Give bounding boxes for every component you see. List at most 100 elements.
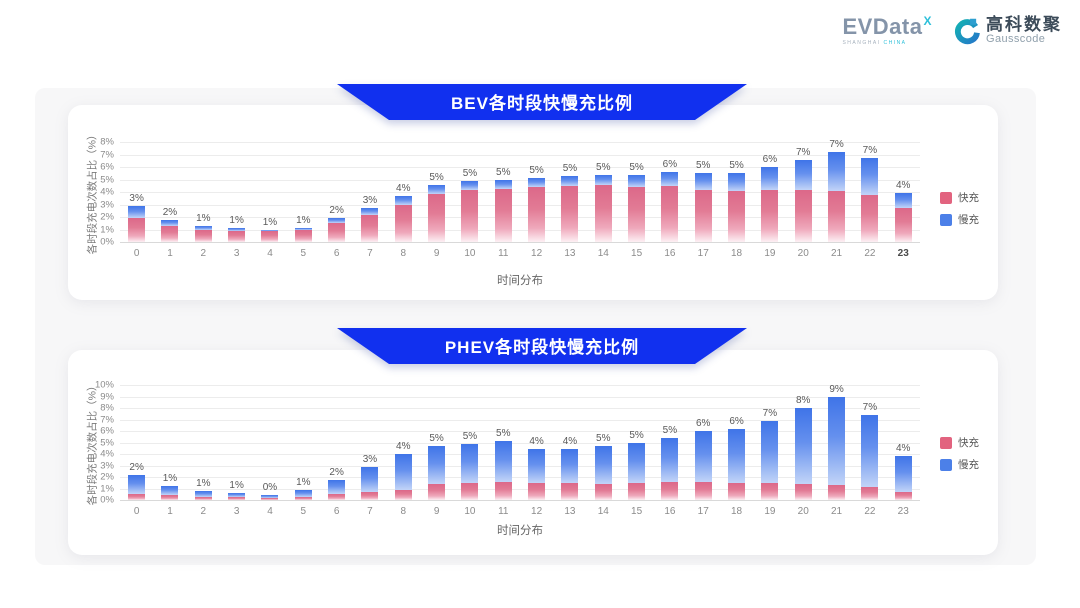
bar-group[interactable]: 4% 23	[887, 385, 920, 517]
bar-group[interactable]: 1% 5	[287, 385, 320, 517]
bar-group[interactable]: 5% 14	[587, 385, 620, 517]
stacked-bar[interactable]	[461, 443, 479, 500]
stacked-bar[interactable]	[394, 196, 412, 242]
stacked-bar[interactable]	[894, 456, 912, 500]
bar-group[interactable]: 6% 18	[720, 385, 753, 517]
bar-segment-fast-charge[interactable]	[461, 482, 479, 500]
stacked-bar[interactable]	[261, 230, 279, 242]
stacked-bar[interactable]	[828, 152, 846, 242]
bar-segment-slow-charge[interactable]	[494, 441, 512, 482]
bar-segment-slow-charge[interactable]	[461, 181, 479, 191]
stacked-bar[interactable]	[628, 174, 646, 242]
bar-group[interactable]: 5% 17	[687, 142, 720, 259]
bar-group[interactable]: 4% 8	[387, 385, 420, 517]
bar-segment-slow-charge[interactable]	[828, 152, 846, 191]
stacked-bar[interactable]	[194, 490, 212, 500]
bar-group[interactable]: 5% 13	[553, 142, 586, 259]
stacked-bar[interactable]	[128, 205, 146, 242]
legend-item-slow-charge[interactable]: 慢充	[940, 457, 979, 472]
bar-segment-fast-charge[interactable]	[461, 190, 479, 242]
bar-segment-fast-charge[interactable]	[494, 188, 512, 242]
bar-segment-fast-charge[interactable]	[428, 193, 446, 242]
bar-segment-fast-charge[interactable]	[628, 482, 646, 500]
bar-group[interactable]: 7% 21	[820, 139, 853, 259]
stacked-bar[interactable]	[494, 441, 512, 500]
bar-segment-slow-charge[interactable]	[161, 219, 179, 226]
stacked-bar[interactable]	[194, 225, 212, 242]
stacked-bar[interactable]	[428, 445, 446, 500]
bar-group[interactable]: 2% 1	[153, 142, 186, 259]
bar-group[interactable]: 1% 3	[220, 142, 253, 259]
bar-group[interactable]: 3% 0	[120, 142, 153, 259]
bar-group[interactable]: 4% 23	[887, 142, 920, 259]
bar-group[interactable]: 7% 20	[787, 142, 820, 259]
bar-group[interactable]: 1% 2	[187, 142, 220, 259]
stacked-bar[interactable]	[528, 177, 546, 242]
stacked-bar[interactable]	[694, 173, 712, 242]
stacked-bar[interactable]	[428, 185, 446, 242]
bar-group[interactable]: 7% 22	[853, 385, 886, 517]
bar-segment-fast-charge[interactable]	[794, 483, 812, 500]
bar-segment-slow-charge[interactable]	[294, 227, 312, 231]
bar-segment-slow-charge[interactable]	[594, 174, 612, 186]
stacked-bar[interactable]	[761, 420, 779, 500]
bar-segment-fast-charge[interactable]	[261, 231, 279, 242]
bar-segment-fast-charge[interactable]	[361, 214, 379, 242]
bar-group[interactable]: 5% 15	[620, 385, 653, 517]
bar-group[interactable]: 5% 11	[487, 385, 520, 517]
bar-segment-fast-charge[interactable]	[561, 482, 579, 500]
stacked-bar[interactable]	[828, 396, 846, 500]
bar-segment-fast-charge[interactable]	[528, 482, 546, 500]
bar-segment-fast-charge[interactable]	[128, 494, 146, 500]
bar-segment-slow-charge[interactable]	[594, 445, 612, 484]
stacked-bar[interactable]	[161, 219, 179, 242]
stacked-bar[interactable]	[861, 158, 879, 242]
bar-group[interactable]: 5% 10	[453, 385, 486, 517]
bar-group[interactable]: 3% 7	[353, 142, 386, 259]
bar-segment-slow-charge[interactable]	[528, 449, 546, 483]
bar-group[interactable]: 7% 22	[853, 142, 886, 259]
bar-segment-fast-charge[interactable]	[828, 485, 846, 500]
bar-segment-fast-charge[interactable]	[194, 229, 212, 242]
bar-segment-fast-charge[interactable]	[861, 194, 879, 242]
bar-segment-slow-charge[interactable]	[228, 492, 246, 497]
bar-segment-fast-charge[interactable]	[528, 187, 546, 242]
bar-segment-fast-charge[interactable]	[728, 190, 746, 242]
bar-group[interactable]: 5% 14	[587, 142, 620, 259]
bar-segment-fast-charge[interactable]	[594, 185, 612, 242]
bar-segment-fast-charge[interactable]	[594, 483, 612, 500]
bar-segment-fast-charge[interactable]	[294, 496, 312, 500]
bar-group[interactable]: 5% 10	[453, 142, 486, 259]
bar-segment-slow-charge[interactable]	[794, 408, 812, 484]
bar-segment-fast-charge[interactable]	[761, 482, 779, 500]
stacked-bar[interactable]	[128, 474, 146, 500]
bar-group[interactable]: 2% 6	[320, 142, 353, 259]
bar-group[interactable]: 5% 12	[520, 142, 553, 259]
bar-group[interactable]: 1% 5	[287, 142, 320, 259]
stacked-bar[interactable]	[161, 486, 179, 500]
bar-segment-fast-charge[interactable]	[761, 189, 779, 242]
bar-segment-slow-charge[interactable]	[694, 431, 712, 482]
bar-segment-slow-charge[interactable]	[194, 225, 212, 230]
stacked-bar[interactable]	[294, 490, 312, 500]
bar-segment-slow-charge[interactable]	[528, 177, 546, 187]
bar-segment-fast-charge[interactable]	[828, 190, 846, 242]
legend-item-fast-charge[interactable]: 快充	[940, 190, 979, 205]
bar-segment-slow-charge[interactable]	[361, 207, 379, 215]
bar-segment-slow-charge[interactable]	[661, 172, 679, 186]
bar-segment-fast-charge[interactable]	[428, 483, 446, 500]
bar-segment-fast-charge[interactable]	[728, 482, 746, 500]
stacked-bar[interactable]	[861, 414, 879, 500]
bar-group[interactable]: 6% 16	[653, 142, 686, 259]
bar-segment-fast-charge[interactable]	[661, 481, 679, 500]
stacked-bar[interactable]	[361, 207, 379, 242]
bar-group[interactable]: 2% 6	[320, 385, 353, 517]
stacked-bar[interactable]	[361, 466, 379, 500]
bar-segment-slow-charge[interactable]	[761, 167, 779, 190]
bar-segment-slow-charge[interactable]	[828, 396, 846, 486]
bar-group[interactable]: 0% 4	[253, 385, 286, 517]
bar-segment-fast-charge[interactable]	[194, 496, 212, 500]
bar-segment-fast-charge[interactable]	[128, 218, 146, 242]
bar-group[interactable]: 1% 3	[220, 385, 253, 517]
legend-item-fast-charge[interactable]: 快充	[940, 435, 979, 450]
